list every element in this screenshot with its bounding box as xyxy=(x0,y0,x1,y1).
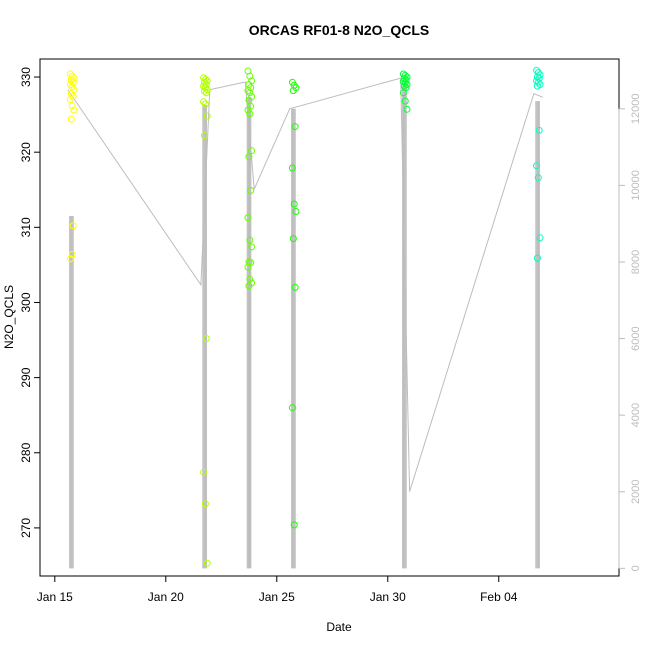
y2-tick-label: 10000 xyxy=(630,170,642,201)
data-point xyxy=(244,87,252,95)
data-point xyxy=(290,81,298,89)
plot-frame xyxy=(39,58,620,577)
data-point xyxy=(203,112,211,120)
y-tick-label: 290 xyxy=(19,367,33,387)
data-point xyxy=(67,115,75,123)
data-point xyxy=(68,250,76,258)
data-point xyxy=(292,208,300,215)
data-point xyxy=(244,263,252,271)
data-point xyxy=(289,235,297,243)
data-point xyxy=(203,559,211,567)
data-point xyxy=(200,82,208,90)
data-point xyxy=(536,234,544,242)
data-point xyxy=(534,78,542,86)
chart-title: ORCAS RF01-8 N2O_QCLS xyxy=(249,22,429,38)
x-tick-label: Jan 25 xyxy=(259,590,295,604)
y2-tick-label: 8000 xyxy=(630,250,642,274)
data-point xyxy=(245,282,253,290)
data-point xyxy=(533,77,540,85)
data-point xyxy=(66,81,74,88)
data-point xyxy=(533,66,540,74)
y-tick-label: 330 xyxy=(19,67,33,87)
data-point xyxy=(200,98,208,106)
data-point xyxy=(533,73,541,81)
data-point xyxy=(401,97,409,105)
data-point xyxy=(245,153,253,161)
data-point xyxy=(533,82,541,90)
y-tick-label: 270 xyxy=(19,518,33,538)
data-point xyxy=(202,89,210,97)
data-point xyxy=(248,147,256,155)
data-point xyxy=(246,110,254,118)
data-point xyxy=(400,75,408,82)
data-point xyxy=(201,100,209,108)
y-axis: 270 280 290 300 310 320 330 xyxy=(19,67,41,538)
data-point xyxy=(246,275,254,283)
y2-tick-label: 0 xyxy=(630,565,642,571)
data-point xyxy=(244,106,252,114)
data-point xyxy=(246,89,254,97)
data-point xyxy=(244,214,252,222)
data-point xyxy=(289,87,297,95)
data-point xyxy=(68,102,76,110)
y2-tick-label: 6000 xyxy=(630,326,642,350)
data-point xyxy=(201,84,209,92)
y2-axis: 0 2000 4000 6000 8000 10000 12000 xyxy=(618,93,642,571)
y2-tick-label: 4000 xyxy=(630,403,642,427)
y-tick-label: 310 xyxy=(19,217,33,237)
data-point xyxy=(534,174,542,182)
altitude-track xyxy=(67,77,543,492)
data-point xyxy=(246,236,254,244)
data-point xyxy=(288,404,296,412)
data-point xyxy=(290,521,298,529)
data-point xyxy=(201,75,209,83)
y-tick-label: 280 xyxy=(19,442,33,462)
data-point xyxy=(66,255,74,263)
points-layer xyxy=(66,66,544,567)
x-axis: Jan 15 Jan 20 Jan 25 Jan 30 Feb 04 xyxy=(37,575,518,604)
data-point xyxy=(201,78,208,86)
data-point xyxy=(69,222,77,230)
y2-tick-label: 2000 xyxy=(630,480,642,504)
x-axis-label: Date xyxy=(326,620,352,634)
data-point xyxy=(400,82,408,90)
y-tick-label: 320 xyxy=(19,142,33,162)
y-axis-label: N2O_QCLS xyxy=(2,285,16,349)
x-tick-label: Jan 15 xyxy=(37,590,73,604)
data-point xyxy=(248,243,256,251)
data-point xyxy=(202,335,210,342)
data-point xyxy=(401,79,409,87)
data-point xyxy=(200,468,208,476)
data-point xyxy=(288,164,296,172)
data-point xyxy=(201,87,208,95)
data-point xyxy=(533,254,541,262)
data-point xyxy=(246,72,254,80)
altitude-layer xyxy=(67,77,543,569)
y-tick-label: 300 xyxy=(19,292,33,312)
data-point xyxy=(535,126,543,134)
x-tick-label: Jan 30 xyxy=(370,590,406,604)
data-point xyxy=(70,106,78,114)
data-point xyxy=(399,89,407,97)
y2-tick-label: 12000 xyxy=(630,93,642,124)
data-point xyxy=(533,162,540,170)
x-tick-label: Jan 20 xyxy=(148,590,184,604)
data-point xyxy=(247,187,255,194)
data-point xyxy=(201,500,209,508)
data-point xyxy=(291,123,299,131)
data-point xyxy=(67,76,75,84)
data-point xyxy=(403,105,411,113)
data-point xyxy=(201,132,208,140)
data-point xyxy=(291,283,299,291)
x-tick-label: Feb 04 xyxy=(480,590,518,604)
data-point xyxy=(290,200,298,208)
